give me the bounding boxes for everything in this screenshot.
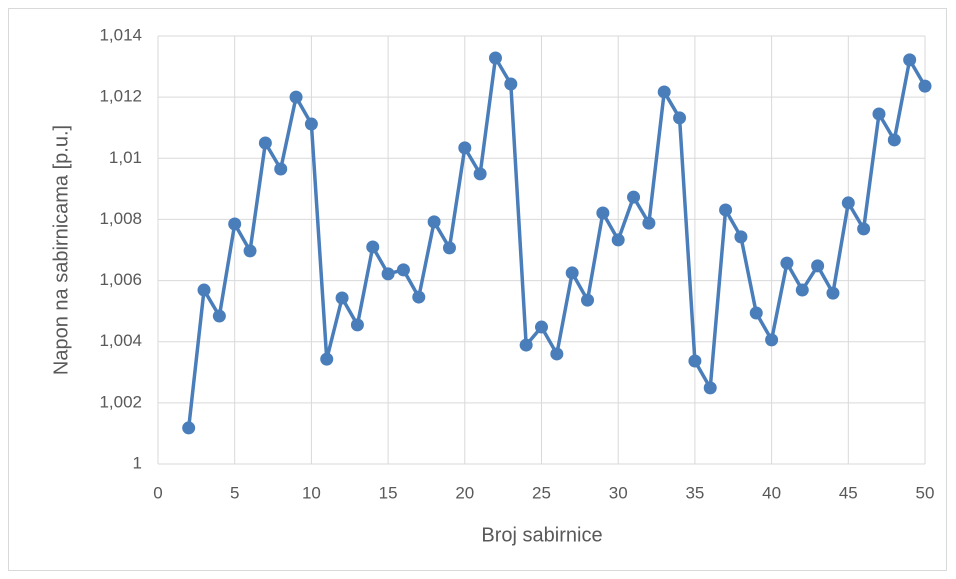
y-tick-label: 1,01 (109, 148, 142, 167)
point (488, 51, 502, 65)
point (504, 77, 518, 91)
x-tick-label: 50 (916, 483, 935, 502)
point (841, 196, 855, 210)
point (535, 320, 548, 334)
point (381, 267, 395, 281)
point (182, 421, 196, 435)
chart-border (8, 8, 947, 571)
y-tick-label: 1,008 (99, 209, 142, 228)
x-tick-label: 5 (230, 483, 239, 502)
point (442, 241, 456, 255)
point (519, 338, 533, 352)
point (473, 167, 487, 181)
point (304, 117, 318, 131)
x-tick-label: 40 (762, 483, 781, 502)
x-tick-label: 45 (839, 483, 858, 502)
x-tick-label: 20 (455, 483, 474, 502)
x-tick-label: 15 (379, 483, 398, 502)
point (857, 222, 871, 236)
point (274, 162, 288, 176)
point (366, 240, 380, 254)
point (887, 133, 901, 147)
point (550, 347, 564, 361)
point (427, 215, 441, 229)
point (565, 266, 579, 280)
point (228, 217, 242, 231)
point (289, 90, 303, 104)
point (320, 352, 334, 366)
point (350, 318, 364, 332)
x-tick-label: 30 (609, 483, 628, 502)
point (243, 244, 257, 258)
point (657, 85, 671, 99)
y-tick-label: 1,014 (99, 25, 142, 44)
point (335, 291, 349, 305)
point (611, 233, 625, 247)
point (903, 53, 917, 67)
point (642, 216, 656, 230)
point (212, 309, 226, 323)
point (412, 290, 426, 304)
point (780, 256, 794, 270)
point (596, 206, 610, 220)
point (627, 190, 641, 204)
point (811, 259, 825, 273)
point (458, 141, 472, 155)
x-tick-label: 10 (302, 483, 321, 502)
point (581, 293, 595, 307)
point (872, 107, 886, 121)
point (258, 136, 272, 150)
point (673, 111, 687, 125)
point (795, 283, 809, 297)
y-tick-label: 1 (133, 453, 142, 472)
point (734, 230, 748, 244)
x-axis-title: Broj sabirnice (481, 524, 602, 546)
point (826, 286, 840, 300)
point (396, 263, 410, 277)
y-tick-label: 1,006 (99, 270, 142, 289)
point (703, 381, 717, 395)
y-tick-label: 1,004 (99, 331, 142, 350)
point (719, 203, 733, 217)
y-tick-label: 1,012 (99, 87, 142, 106)
y-axis-title: Napon na sabirnicama [p.u.] (50, 125, 72, 375)
x-tick-label: 35 (685, 483, 704, 502)
point (918, 79, 932, 93)
y-tick-label: 1,002 (99, 392, 142, 411)
point (197, 283, 211, 297)
x-tick-label: 0 (153, 483, 162, 502)
point (765, 333, 779, 347)
x-tick-label: 25 (532, 483, 551, 502)
point (749, 306, 763, 320)
point (688, 354, 702, 368)
